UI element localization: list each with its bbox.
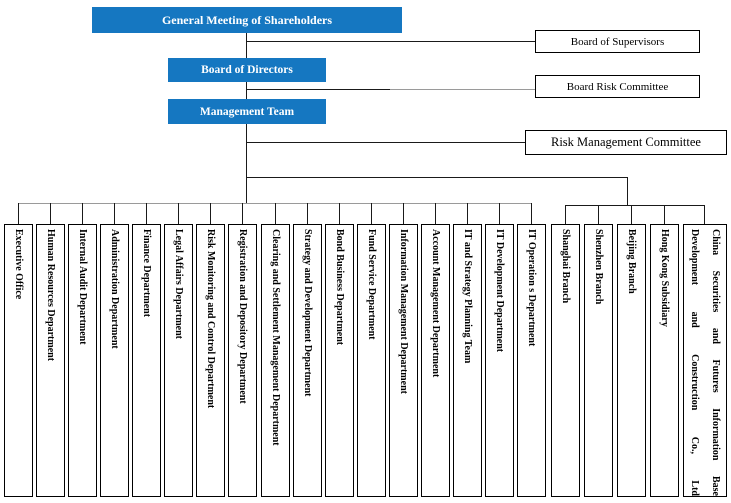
node-board-of-directors: Board of Directors bbox=[168, 58, 326, 82]
connector-stub bbox=[499, 203, 500, 225]
node-board-risk-committee: Board Risk Committee bbox=[535, 75, 700, 98]
branch-box: Beijing Branch bbox=[617, 224, 646, 497]
department-box: Bond Business Department bbox=[325, 224, 354, 497]
connector-stub bbox=[18, 203, 19, 225]
connector-stub bbox=[339, 203, 340, 225]
branch-box: Shenzhen Branch bbox=[584, 224, 613, 497]
connector-to-supervisors bbox=[247, 41, 535, 42]
connector-stub bbox=[435, 203, 436, 225]
department-box: Internal Audit Department bbox=[68, 224, 97, 497]
department-box: Legal Affairs Department bbox=[164, 224, 193, 497]
connector-stub bbox=[210, 203, 211, 225]
connector-stub bbox=[50, 203, 51, 225]
node-general-meeting: General Meeting of Shareholders bbox=[92, 7, 402, 33]
department-box: Strategy and Development Department bbox=[293, 224, 322, 497]
node-board-of-supervisors: Board of Supervisors bbox=[535, 30, 700, 53]
connector-stub bbox=[403, 203, 404, 225]
connector-branch-drop bbox=[627, 177, 628, 206]
connector-stub bbox=[275, 203, 276, 225]
connector-branches-rail bbox=[565, 205, 705, 206]
connector-stub bbox=[242, 203, 243, 225]
connector-stub bbox=[631, 206, 632, 225]
node-management-team: Management Team bbox=[168, 99, 326, 124]
department-box: Information Management Department bbox=[389, 224, 418, 497]
connector-to-risk-mgmt bbox=[247, 142, 525, 143]
department-box: Risk Monitoring and Control Department bbox=[196, 224, 225, 497]
branch-box: Hong Kong Subsidiary bbox=[650, 224, 679, 497]
department-box: IT Development Department bbox=[485, 224, 514, 497]
department-box: Executive Office bbox=[4, 224, 33, 497]
department-box: Account Management Department bbox=[421, 224, 450, 497]
connector-stub bbox=[664, 206, 665, 225]
connector-to-board-risk-gray bbox=[390, 89, 535, 90]
connector-stub bbox=[467, 203, 468, 225]
department-box: Clearing and Settlement Management Depar… bbox=[261, 224, 290, 497]
department-box: Human Resources Department bbox=[36, 224, 65, 497]
department-box: IT and Strategy Planning Team bbox=[453, 224, 482, 497]
connector-stub bbox=[371, 203, 372, 225]
department-box: IT Operation s Department bbox=[517, 224, 546, 497]
department-box: Administration Department bbox=[100, 224, 129, 497]
branch-box: Shanghai Branch bbox=[551, 224, 580, 497]
connector-stub bbox=[531, 203, 532, 225]
department-box: Registration and Depository Department bbox=[228, 224, 257, 497]
connector-stub bbox=[307, 203, 308, 225]
connector-stub bbox=[146, 203, 147, 225]
connector-stub bbox=[178, 203, 179, 225]
connector-to-board-risk bbox=[247, 89, 390, 90]
department-box: Finance Department bbox=[132, 224, 161, 497]
branch-box: China Securities and Futures Information… bbox=[683, 224, 727, 497]
connector-branch-horizontal bbox=[247, 177, 628, 178]
department-box: Fund Service Department bbox=[357, 224, 386, 497]
connector-stub bbox=[565, 206, 566, 225]
connector-stub bbox=[114, 203, 115, 225]
connector-stub bbox=[598, 206, 599, 225]
connector-stub bbox=[704, 206, 705, 225]
node-risk-management-committee: Risk Management Committee bbox=[525, 130, 727, 155]
connector-stub bbox=[82, 203, 83, 225]
